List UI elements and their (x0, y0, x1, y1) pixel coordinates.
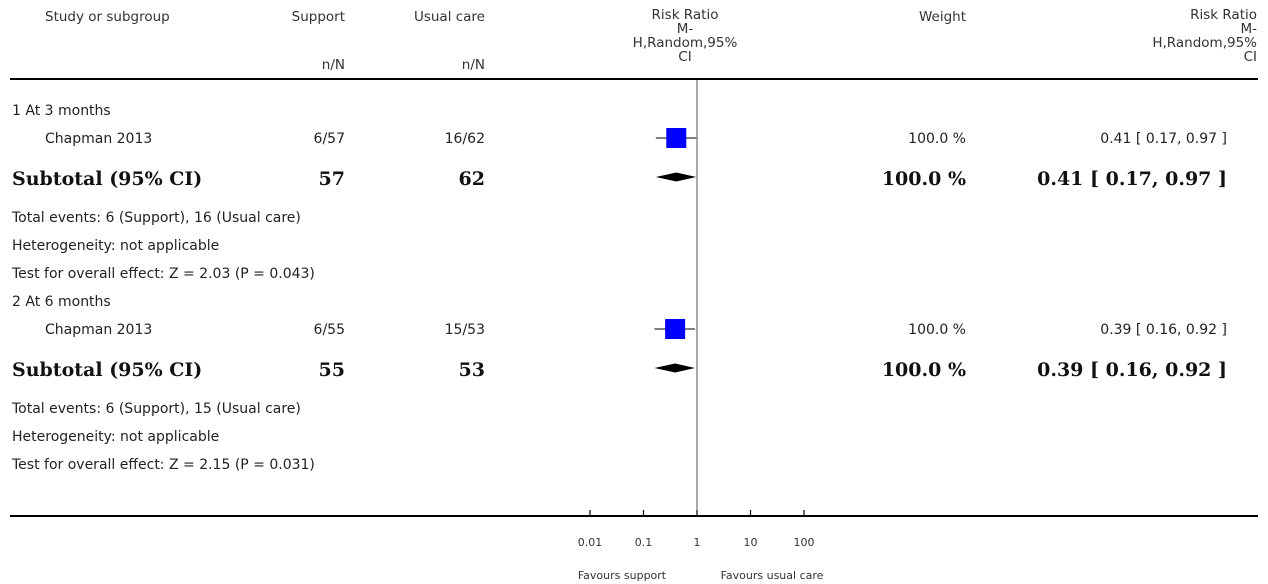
header-rr-text-line3: H,Random,95% (1152, 35, 1257, 51)
study-ci-text: 0.39 [ 0.16, 0.92 ] (1100, 322, 1227, 338)
header-rr-text: Risk Ratio M- H,Random,95% CI (1100, 8, 1257, 64)
subtotal-label: Subtotal (95% CI) (12, 168, 203, 190)
group-label: 1 At 3 months (12, 103, 111, 119)
total-events-note: Total events: 6 (Support), 15 (Usual car… (12, 401, 301, 417)
header-study: Study or subgroup (45, 9, 170, 25)
study-support-events: 6/55 (313, 322, 345, 338)
subtotal-usual-total: 53 (458, 359, 485, 381)
header-rr-plot-line3: H,Random,95% (632, 35, 738, 51)
subtotal-ci-text: 0.41 [ 0.17, 0.97 ] (1037, 168, 1227, 190)
total-events-note: Total events: 6 (Support), 16 (Usual car… (12, 210, 301, 226)
axis-tick-label: 1 (694, 536, 701, 549)
header-rule (10, 78, 1258, 80)
favours-right-label: Favours usual care (721, 569, 824, 582)
study-marker (666, 128, 687, 148)
axis-tick-label: 0.01 (578, 536, 603, 549)
overall-effect-note: Test for overall effect: Z = 2.03 (P = 0… (12, 266, 315, 282)
header-rr-text-line4: CI (1243, 49, 1257, 65)
study-name: Chapman 2013 (45, 322, 153, 338)
subtotal-diamond (654, 363, 696, 373)
header-rr-plot: Risk Ratio M- H,Random,95% CI (610, 8, 760, 64)
header-usual: Usual care (413, 9, 485, 25)
study-weight: 100.0 % (908, 322, 966, 338)
header-usual-nn: n/N (461, 57, 485, 73)
axis-tick-label: 100 (794, 536, 815, 549)
subtotal-weight: 100.0 % (881, 359, 966, 381)
group-label: 2 At 6 months (12, 294, 111, 310)
subtotal-label: Subtotal (95% CI) (12, 359, 203, 381)
heterogeneity-note: Heterogeneity: not applicable (12, 238, 220, 254)
subtotal-ci-text: 0.39 [ 0.16, 0.92 ] (1037, 359, 1227, 381)
axis-tick-label: 10 (744, 536, 758, 549)
favours-left-label: Favours support (578, 569, 667, 582)
subtotal-support-total: 57 (318, 168, 345, 190)
header-rr-plot-line2: M- (676, 21, 694, 37)
header-support-nn: n/N (321, 57, 345, 73)
header-weight: Weight (918, 9, 966, 25)
study-usual-events: 15/53 (444, 322, 485, 338)
study-support-events: 6/57 (313, 131, 345, 147)
study-usual-events: 16/62 (444, 131, 485, 147)
subtotal-diamond (655, 172, 697, 182)
study-marker (665, 319, 686, 339)
study-name: Chapman 2013 (45, 131, 153, 147)
study-ci-text: 0.41 [ 0.17, 0.97 ] (1100, 131, 1227, 147)
header-rr-text-line1: Risk Ratio (1190, 7, 1257, 23)
heterogeneity-note: Heterogeneity: not applicable (12, 429, 220, 445)
header-rr-plot-line1: Risk Ratio (651, 7, 719, 23)
subtotal-weight: 100.0 % (881, 168, 966, 190)
footer-rule (10, 515, 1258, 517)
subtotal-usual-total: 62 (458, 168, 485, 190)
header-rr-text-line2: M- (1240, 21, 1257, 37)
subtotal-support-total: 55 (318, 359, 345, 381)
header-rr-plot-line4: CI (678, 49, 692, 65)
header-support: Support (291, 9, 345, 25)
study-weight: 100.0 % (908, 131, 966, 147)
axis-tick-label: 0.1 (635, 536, 653, 549)
overall-effect-note: Test for overall effect: Z = 2.15 (P = 0… (12, 457, 315, 473)
